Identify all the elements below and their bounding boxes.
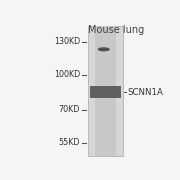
Bar (95, 26, 116, 156)
Text: 55KD: 55KD (59, 138, 80, 147)
Text: Mouse lung: Mouse lung (88, 25, 144, 35)
Bar (90, 86, 121, 98)
Text: 130KD: 130KD (54, 37, 80, 46)
Text: 70KD: 70KD (59, 105, 80, 114)
Ellipse shape (98, 47, 110, 51)
Text: 100KD: 100KD (54, 70, 80, 79)
Text: SCNN1A: SCNN1A (127, 88, 163, 97)
Bar (88, 26, 123, 156)
